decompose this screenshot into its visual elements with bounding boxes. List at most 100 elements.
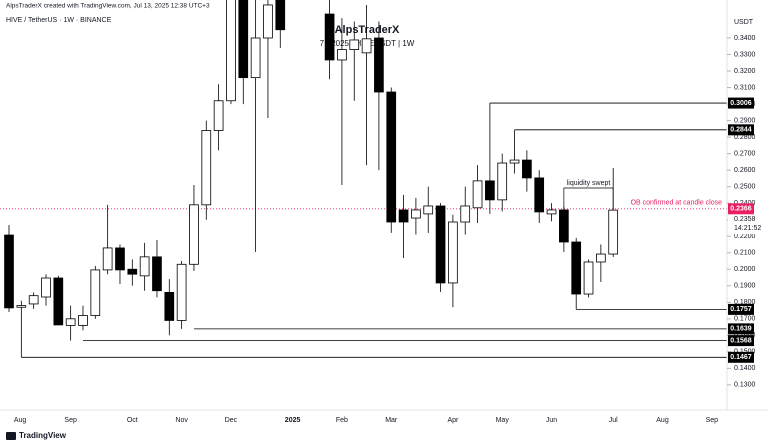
candle-body — [263, 4, 273, 39]
candle-body — [115, 247, 125, 271]
candle-body — [423, 205, 434, 215]
x-tick-label: Oct — [127, 417, 138, 424]
level-label: 0.2844 — [730, 127, 752, 134]
brand: TradingView — [19, 431, 67, 440]
credit: AlpsTraderX created with TradingView.com… — [6, 3, 210, 10]
level-label-bg — [728, 303, 754, 315]
candle-body — [4, 234, 14, 309]
candle-body — [16, 305, 27, 308]
x-tick-label: Mar — [385, 417, 398, 424]
y-tick-label: 0.3300 — [734, 51, 756, 58]
ob-text: OB confirmed at candle close — [631, 200, 723, 207]
candle-body — [102, 247, 113, 271]
level-label: 0.3006 — [730, 100, 752, 107]
y-tick-label: 0.1800 — [734, 299, 756, 306]
brand-logo: TradingView — [6, 431, 67, 440]
candle-body — [571, 241, 582, 295]
candle-body — [65, 318, 76, 326]
level-label-bg — [728, 97, 754, 109]
candle-body — [411, 209, 421, 219]
x-tick-label: Dec — [225, 417, 238, 424]
y-tick-label: 0.2900 — [734, 117, 756, 124]
candle-body — [78, 315, 88, 326]
candle-body — [164, 291, 175, 321]
level-label-bg — [728, 351, 754, 363]
candle-body — [349, 39, 360, 50]
candle-body — [386, 91, 397, 223]
level-label: 0.1467 — [730, 354, 752, 361]
candle-body — [41, 277, 51, 298]
x-tick-label: May — [496, 417, 510, 424]
x-tick-label: Jul — [609, 417, 618, 424]
y-tick-label: 0.3100 — [734, 84, 756, 91]
y-tick-label: 0.2200 — [734, 233, 756, 240]
y-tick-label: 0.1900 — [734, 283, 756, 290]
ob-label-bg — [728, 203, 754, 215]
y-tick-label: 0.2600 — [734, 167, 756, 174]
x-tick-label: Sep — [64, 417, 77, 424]
level-label: 0.1639 — [730, 326, 752, 333]
candle-body — [398, 209, 409, 223]
candle-body — [546, 209, 557, 215]
candle-body — [497, 162, 508, 201]
y-tick-label: 0.1300 — [734, 382, 756, 389]
x-tick-label: Aug — [656, 417, 669, 424]
candle-body — [361, 38, 372, 54]
candle-body — [176, 263, 187, 321]
y-tick-label: 0.2700 — [734, 150, 756, 157]
x-tick-label: Aug — [14, 417, 27, 424]
plot: liquidity swept — [0, 0, 727, 358]
candle-body — [485, 180, 495, 201]
x-tick-label: Apr — [447, 417, 459, 424]
candle-body — [374, 37, 384, 93]
candle-body — [238, 0, 249, 79]
y-tick-label: 0.2500 — [734, 183, 756, 190]
candle-body — [522, 159, 532, 179]
candle-body — [213, 100, 224, 131]
candle-body — [460, 205, 471, 223]
candle-body — [189, 204, 199, 265]
candle-body — [28, 295, 39, 305]
candle-body — [337, 49, 347, 61]
y-tick-label: 0.3400 — [734, 35, 756, 42]
x-tick-label: 2025 — [285, 417, 301, 424]
candle-body — [275, 0, 286, 31]
candle-body — [509, 159, 520, 164]
x-tick-label: Jun — [546, 417, 557, 424]
currency: USDT — [734, 19, 754, 26]
level-label-bg — [728, 124, 754, 136]
y-tick-label: 0.2800 — [734, 134, 756, 141]
candle-body — [201, 130, 212, 206]
axes: 0.13000.14000.15000.16000.17000.18000.19… — [14, 35, 764, 424]
level-label: 0.1568 — [730, 337, 752, 344]
last-price: 0.2358 — [734, 216, 756, 223]
candle-body — [448, 221, 458, 284]
candle-body — [559, 209, 569, 243]
y-tick-label: 0.2100 — [734, 250, 756, 257]
x-tick-label: Nov — [175, 417, 188, 424]
level-label-bg — [728, 323, 754, 335]
y-tick-label: 0.1700 — [734, 316, 756, 323]
candle-body — [472, 180, 483, 209]
watermark-title: AlpsTraderX — [335, 24, 400, 36]
candle-body — [435, 205, 446, 284]
level-label: 0.1757 — [730, 306, 752, 313]
candle-body — [53, 277, 64, 326]
countdown: 14:21:52 — [734, 225, 761, 232]
sweep-text: liquidity swept — [567, 180, 611, 187]
y-tick-label: 0.2000 — [734, 266, 756, 273]
candle-body — [534, 177, 545, 213]
ob-label: 0.2366 — [730, 206, 752, 213]
candle-body — [226, 0, 236, 102]
candle-body — [250, 37, 261, 79]
candle-body — [608, 209, 619, 255]
y-tick-label: 0.3200 — [734, 68, 756, 75]
candle-body — [127, 268, 138, 275]
chart-title: HIVE / TetherUS · 1W · BINANCE — [6, 17, 112, 24]
y-tick-label: 0.1400 — [734, 365, 756, 372]
x-tick-label: Feb — [336, 417, 348, 424]
candle-body — [583, 261, 594, 295]
candle-body — [139, 256, 150, 277]
